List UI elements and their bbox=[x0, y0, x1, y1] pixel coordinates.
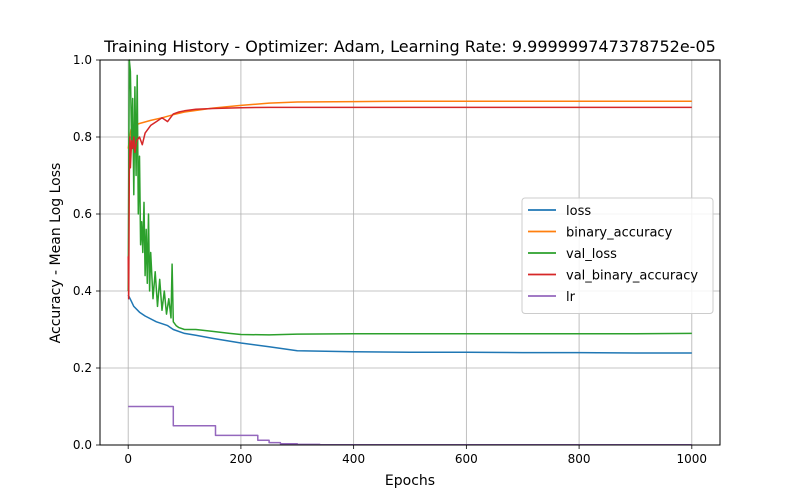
series-line-val-loss bbox=[127, 59, 692, 336]
series-line-val-binary-accuracy bbox=[127, 106, 692, 300]
legend: loss binary_accuracy val_loss val_binary_ac… bbox=[521, 197, 714, 314]
y-tick-label: 0.2 bbox=[73, 361, 92, 375]
x-tick-label: 400 bbox=[342, 452, 365, 466]
y-axis-label: Accuracy - Mean Log Loss bbox=[48, 163, 64, 344]
legend-label: lr bbox=[566, 290, 576, 305]
axis-ticks: 0 200 400 600 800 1000 0.0 0.2 0.4 0.6 0.8 1.0 bbox=[73, 53, 707, 466]
legend-label: val_binary_accuracy bbox=[566, 269, 698, 284]
y-tick-label: 0.8 bbox=[73, 130, 92, 144]
x-tick-label: 0 bbox=[124, 452, 132, 466]
y-tick-label: 0.0 bbox=[73, 438, 92, 452]
plot-frame bbox=[99, 59, 721, 446]
chart-title: Training History - Optimizer: Adam, Lear… bbox=[103, 37, 716, 56]
y-tick-label: 0.4 bbox=[73, 284, 92, 298]
series-line-lr bbox=[128, 405, 692, 446]
legend-label: binary_accuracy bbox=[566, 226, 673, 241]
series-line-loss bbox=[127, 294, 692, 354]
x-axis-label: Epochs bbox=[385, 473, 435, 489]
y-tick-label: 0.6 bbox=[73, 207, 92, 221]
legend-label: val_loss bbox=[566, 247, 617, 262]
legend-label: loss bbox=[566, 204, 591, 219]
y-tick-label: 1.0 bbox=[73, 53, 92, 67]
legend-box bbox=[521, 197, 714, 314]
x-tick-label: 800 bbox=[568, 452, 591, 466]
x-tick-label: 1000 bbox=[677, 452, 708, 466]
x-tick-label: 600 bbox=[455, 452, 478, 466]
series-lines bbox=[127, 59, 692, 446]
x-tick-label: 200 bbox=[229, 452, 252, 466]
